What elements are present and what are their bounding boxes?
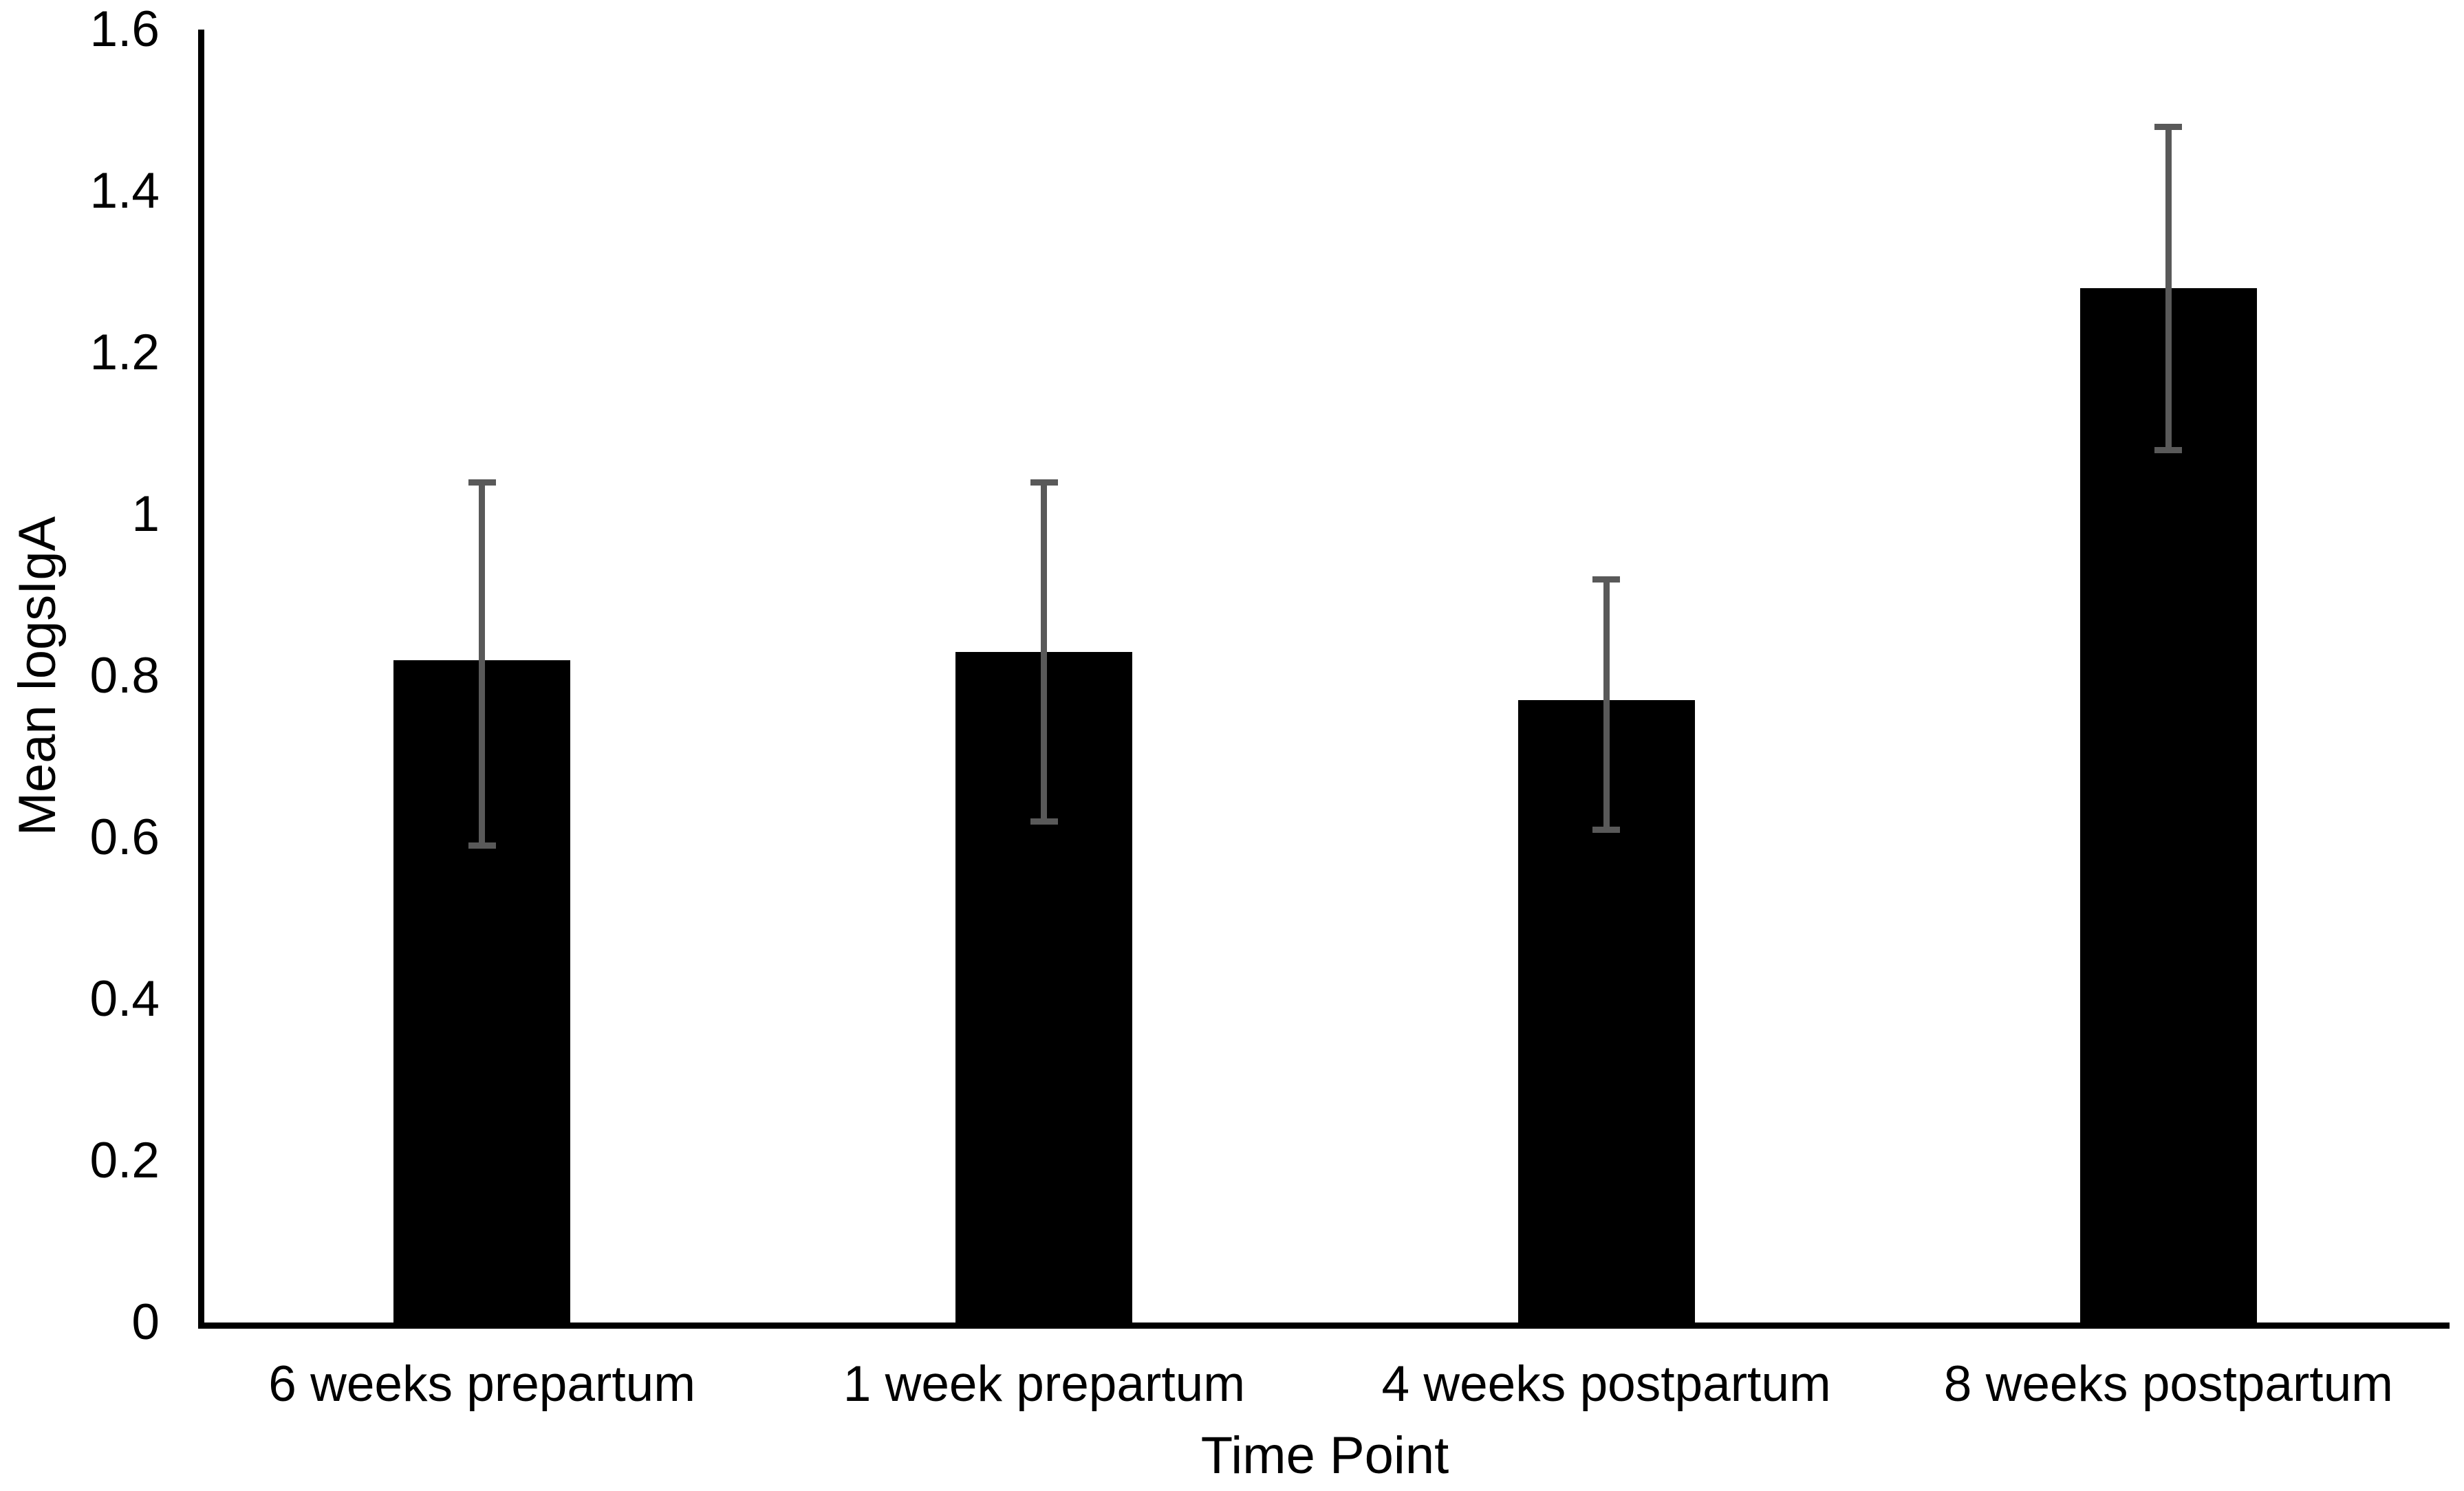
x-tick-label: 1 week prepartum: [843, 1356, 1246, 1412]
error-bar-line: [1603, 579, 1610, 830]
y-tick-label: 0: [131, 1294, 160, 1350]
error-bar-cap-top: [2154, 123, 2183, 130]
error-bar-cap-top: [1030, 479, 1058, 486]
y-tick-label: 0.4: [89, 971, 160, 1027]
y-tick-label: 1.4: [89, 163, 160, 219]
error-bar-cap-bottom: [1030, 818, 1058, 825]
error-bar-cap-top: [1592, 576, 1621, 583]
error-bar-cap-bottom: [2154, 446, 2183, 453]
x-axis-title: Time Point: [1200, 1426, 1449, 1485]
y-tick-label: 0.8: [89, 648, 160, 704]
y-tick-label: 1.6: [89, 1, 160, 57]
error-bar-line: [2165, 127, 2172, 450]
error-bar-cap-bottom: [1592, 826, 1621, 833]
error-bar-cap-top: [468, 479, 496, 486]
error-bar-line: [479, 482, 486, 846]
x-tick-label: 4 weeks postpartum: [1381, 1356, 1831, 1412]
y-tick-label: 1.2: [89, 325, 160, 380]
x-tick-label: 8 weeks postpartum: [1943, 1356, 2393, 1412]
y-tick-label: 0.2: [89, 1133, 160, 1188]
error-bar-cap-bottom: [468, 842, 496, 849]
y-tick-label: 1: [131, 486, 160, 542]
bar: [2079, 288, 2257, 1323]
x-axis-line: [198, 1323, 2450, 1329]
x-tick-label: 6 weeks prepartum: [268, 1356, 696, 1412]
y-axis-line: [198, 30, 204, 1329]
y-tick-label: 0.6: [89, 809, 160, 865]
error-bar-line: [1041, 482, 1048, 822]
